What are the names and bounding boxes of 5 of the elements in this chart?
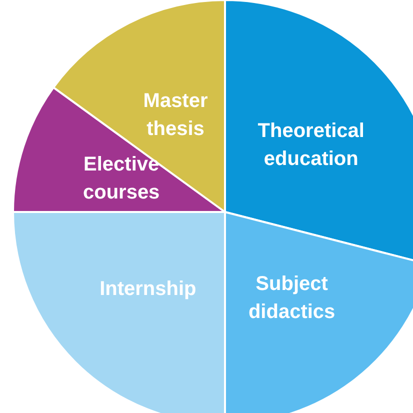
slice-label: Subject didactics (248, 273, 336, 324)
slice-label: Theoretical education (258, 120, 364, 170)
slice-label: Master thesis (143, 90, 208, 140)
slice-label: Elective courses (82, 153, 160, 204)
slice-label: Internship (100, 278, 196, 300)
